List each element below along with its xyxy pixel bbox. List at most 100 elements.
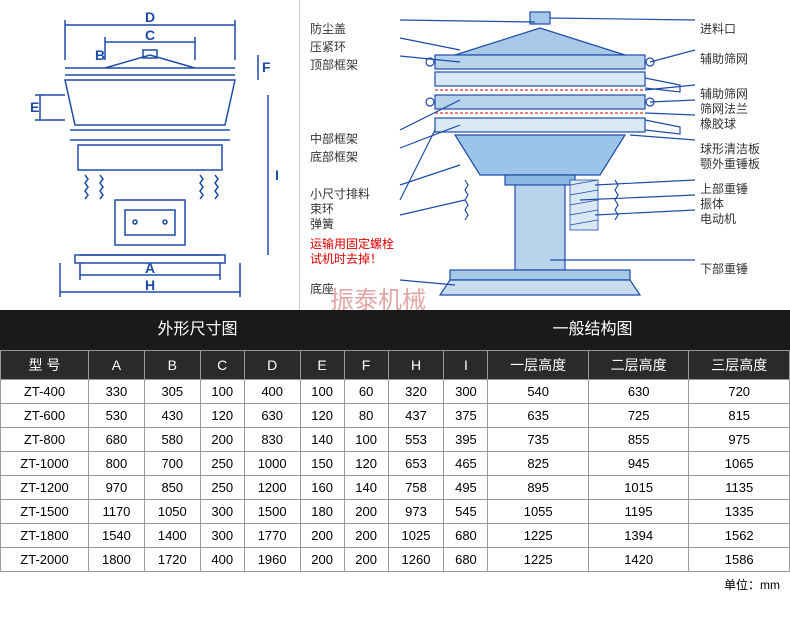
table-row: ZT-1800154014003001770200200102568012251…: [1, 524, 790, 548]
part-label: 弹簧: [310, 215, 334, 232]
table-cell: 830: [244, 428, 300, 452]
table-cell: 553: [388, 428, 444, 452]
table-cell: 140: [344, 476, 388, 500]
table-header-cell: I: [444, 351, 488, 380]
table-cell: 680: [89, 428, 145, 452]
table-cell: 1015: [588, 476, 688, 500]
table-cell: 758: [388, 476, 444, 500]
table-cell: 400: [200, 548, 244, 572]
part-label: 压紧环: [310, 38, 346, 55]
part-label: 中部框架: [310, 130, 358, 147]
table-cell: 725: [588, 404, 688, 428]
table-cell: 1500: [244, 500, 300, 524]
table-cell: 850: [144, 476, 200, 500]
table-cell: 895: [488, 476, 588, 500]
table-cell: 825: [488, 452, 588, 476]
table-cell: 150: [300, 452, 344, 476]
table-cell: 200: [300, 524, 344, 548]
table-cell: ZT-400: [1, 380, 89, 404]
table-cell: 465: [444, 452, 488, 476]
table-header-cell: B: [144, 351, 200, 380]
svg-text:D: D: [145, 9, 155, 25]
svg-text:C: C: [145, 27, 155, 43]
table-row: ZT-1500117010503001500180200973545105511…: [1, 500, 790, 524]
table-cell: 120: [300, 404, 344, 428]
table-cell: 430: [144, 404, 200, 428]
table-cell: ZT-1800: [1, 524, 89, 548]
watermark-logo: 振泰机械: [330, 280, 426, 315]
part-label: 顶部框架: [310, 56, 358, 73]
table-cell: 305: [144, 380, 200, 404]
table-cell: 60: [344, 380, 388, 404]
table-cell: 200: [344, 524, 388, 548]
diagram-title-bar: 外形尺寸图 一般结构图: [0, 310, 790, 350]
table-cell: 975: [689, 428, 790, 452]
table-cell: 1586: [689, 548, 790, 572]
table-cell: 330: [89, 380, 145, 404]
table-cell: 580: [144, 428, 200, 452]
table-cell: 680: [444, 548, 488, 572]
table-cell: 200: [344, 548, 388, 572]
svg-text:F: F: [262, 59, 271, 75]
page-container: D C E F A H I B: [0, 0, 790, 597]
table-cell: 140: [300, 428, 344, 452]
table-cell: 700: [144, 452, 200, 476]
table-cell: ZT-600: [1, 404, 89, 428]
table-cell: ZT-1000: [1, 452, 89, 476]
table-cell: 300: [444, 380, 488, 404]
part-label: 试机时去掉！: [310, 250, 382, 267]
table-header-cell: A: [89, 351, 145, 380]
table-cell: 1960: [244, 548, 300, 572]
table-header-cell: 型 号: [1, 351, 89, 380]
table-cell: 1720: [144, 548, 200, 572]
table-cell: ZT-1500: [1, 500, 89, 524]
table-cell: 545: [444, 500, 488, 524]
diagram-row: D C E F A H I B: [0, 0, 790, 310]
table-cell: ZT-1200: [1, 476, 89, 500]
spec-table: 型 号ABCDEFHI一层高度二层高度三层高度 ZT-4003303051004…: [0, 350, 790, 572]
table-cell: 300: [200, 500, 244, 524]
table-cell: 973: [388, 500, 444, 524]
svg-text:A: A: [145, 260, 155, 276]
table-header-cell: F: [344, 351, 388, 380]
outline-dimension-diagram: D C E F A H I B: [0, 0, 300, 310]
table-cell: 1055: [488, 500, 588, 524]
table-header-cell: E: [300, 351, 344, 380]
table-cell: 540: [488, 380, 588, 404]
table-cell: 375: [444, 404, 488, 428]
table-body: ZT-40033030510040010060320300540630720ZT…: [1, 380, 790, 572]
table-cell: 1025: [388, 524, 444, 548]
part-label: 橡胶球: [700, 115, 736, 132]
part-label: 防尘盖: [310, 20, 346, 37]
table-cell: 735: [488, 428, 588, 452]
unit-label: 单位：mm: [0, 572, 790, 597]
structure-diagram-title: 一般结构图: [395, 310, 790, 350]
table-row: ZT-1200970850250120016014075849589510151…: [1, 476, 790, 500]
svg-text:I: I: [275, 167, 279, 183]
table-row: ZT-60053043012063012080437375635725815: [1, 404, 790, 428]
table-header-cell: 二层高度: [588, 351, 688, 380]
outline-diagram-title: 外形尺寸图: [0, 310, 395, 350]
table-cell: 1135: [689, 476, 790, 500]
table-cell: 200: [344, 500, 388, 524]
table-header-row: 型 号ABCDEFHI一层高度二层高度三层高度: [1, 351, 790, 380]
table-cell: 250: [200, 476, 244, 500]
table-cell: 1225: [488, 524, 588, 548]
table-cell: ZT-800: [1, 428, 89, 452]
table-cell: 1400: [144, 524, 200, 548]
table-cell: 1420: [588, 548, 688, 572]
table-cell: 970: [89, 476, 145, 500]
table-cell: 1260: [388, 548, 444, 572]
table-cell: 1770: [244, 524, 300, 548]
table-cell: 720: [689, 380, 790, 404]
table-row: ZT-2000180017204001960200200126068012251…: [1, 548, 790, 572]
table-row: ZT-800680580200830140100553395735855975: [1, 428, 790, 452]
part-label: 电动机: [700, 210, 736, 227]
table-cell: 495: [444, 476, 488, 500]
table-cell: 635: [488, 404, 588, 428]
table-header-cell: C: [200, 351, 244, 380]
table-cell: 855: [588, 428, 688, 452]
table-cell: 1540: [89, 524, 145, 548]
table-cell: 300: [200, 524, 244, 548]
table-cell: 945: [588, 452, 688, 476]
